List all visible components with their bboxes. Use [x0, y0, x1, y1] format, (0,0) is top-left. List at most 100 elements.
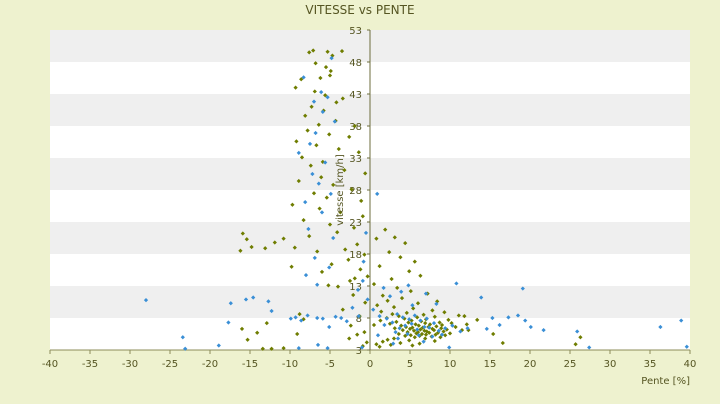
data-point-series-1 [380, 339, 385, 344]
data-point-series-2 [406, 283, 411, 288]
data-point-series-2 [243, 297, 249, 302]
data-point-series-1 [400, 328, 405, 333]
data-point-series-1 [335, 230, 340, 235]
data-point-series-2 [344, 319, 349, 324]
data-point-series-2 [421, 339, 426, 344]
x-tick-label: 25 [564, 359, 577, 370]
data-point-series-1 [269, 346, 274, 351]
data-point-series-1 [432, 338, 437, 344]
data-point-series-1 [414, 331, 419, 336]
data-point-series-1 [392, 326, 397, 331]
data-point-series-2 [355, 287, 361, 292]
data-point-series-1 [314, 143, 319, 148]
data-point-series-2 [266, 299, 271, 304]
data-point-series-2 [427, 325, 432, 330]
data-point-series-2 [323, 160, 328, 165]
data-point-series-2 [390, 320, 395, 325]
data-point-series-1 [317, 206, 322, 211]
data-point-series-2 [422, 324, 427, 330]
data-point-series-2 [375, 191, 380, 196]
data-point-series-2 [216, 343, 221, 348]
data-point-series-2 [403, 323, 408, 328]
data-point-series-2 [365, 297, 370, 302]
data-point-series-2 [299, 318, 304, 323]
data-point-series-1 [343, 247, 348, 252]
data-point-series-1 [272, 240, 277, 245]
data-point-series-2 [327, 324, 332, 330]
data-point-series-1 [403, 333, 408, 339]
data-point-series-2 [684, 344, 689, 349]
data-point-series-1 [394, 319, 399, 324]
data-point-series-1 [319, 269, 325, 275]
data-point-series-2 [497, 322, 502, 328]
data-point-series-1 [403, 240, 408, 246]
data-point-series-1 [447, 331, 453, 336]
data-point-series-1 [342, 168, 347, 173]
data-point-series-1 [371, 322, 377, 328]
data-point-series-1 [412, 335, 417, 340]
data-point-series-1 [391, 336, 397, 341]
data-point-series-2 [387, 294, 393, 299]
data-point-series-1 [307, 233, 312, 239]
data-point-series-1 [408, 288, 413, 294]
data-point-series-1 [418, 327, 423, 332]
data-point-series-1 [395, 285, 400, 291]
data-point-series-1 [407, 326, 413, 332]
data-point-series-1 [281, 345, 286, 351]
y-tick-label: 13 [349, 282, 362, 293]
x-tick-label: -30 [122, 359, 138, 370]
data-point-series-2 [587, 345, 592, 350]
chart-title: VITESSE vs PENTE [305, 3, 414, 17]
data-point-series-1 [238, 248, 243, 253]
data-point-series-1 [407, 338, 412, 343]
data-point-series-2 [458, 329, 463, 334]
data-point-series-1 [374, 342, 379, 347]
data-point-series-2 [430, 334, 435, 339]
data-point-series-1 [411, 328, 417, 333]
data-point-series-1 [374, 236, 379, 241]
y-tick-label: 3 [356, 346, 362, 357]
data-point-series-2 [405, 331, 410, 337]
data-point-series-1 [415, 301, 421, 306]
data-point-series-2 [436, 328, 441, 333]
data-point-series-2 [180, 335, 185, 340]
data-point-series-1 [358, 267, 363, 272]
data-point-series-1 [263, 246, 268, 251]
data-point-series-1 [308, 163, 313, 168]
data-point-series-1 [327, 132, 332, 137]
data-point-series-2 [443, 326, 448, 331]
data-point-series-1 [383, 227, 388, 232]
data-point-series-2 [410, 303, 415, 308]
data-point-series-1 [421, 312, 426, 317]
data-point-series-2 [434, 301, 439, 307]
data-point-series-1 [391, 304, 397, 310]
data-point-series-2 [359, 345, 365, 350]
data-point-series-1 [281, 236, 286, 241]
data-point-series-2 [412, 313, 417, 318]
y-tick-label: 8 [356, 314, 362, 325]
data-point-series-1 [442, 310, 447, 315]
data-point-series-1 [349, 187, 354, 192]
data-point-series-2 [400, 315, 405, 320]
data-point-series-2 [515, 313, 521, 318]
x-tick-label: 15 [484, 359, 497, 370]
x-tick-label: 30 [604, 359, 617, 370]
data-point-series-2 [315, 282, 320, 287]
data-point-series-1 [418, 273, 423, 278]
y-tick-label: 18 [349, 250, 362, 261]
data-point-series-1 [462, 313, 467, 319]
data-point-series-1 [441, 329, 446, 334]
data-point-series-2 [479, 295, 484, 300]
data-point-series-1 [423, 332, 429, 337]
data-point-series-1 [327, 222, 333, 227]
data-point-series-1 [360, 214, 365, 219]
data-point-series-1 [324, 195, 329, 200]
data-point-series-1 [500, 340, 505, 346]
data-point-series-1 [573, 342, 578, 347]
data-point-series-1 [433, 332, 438, 337]
data-point-series-1 [329, 262, 334, 267]
data-point-series-2 [395, 312, 400, 317]
data-point-series-2 [313, 130, 318, 136]
data-point-series-1 [371, 281, 377, 287]
data-point-series-1 [305, 128, 310, 133]
